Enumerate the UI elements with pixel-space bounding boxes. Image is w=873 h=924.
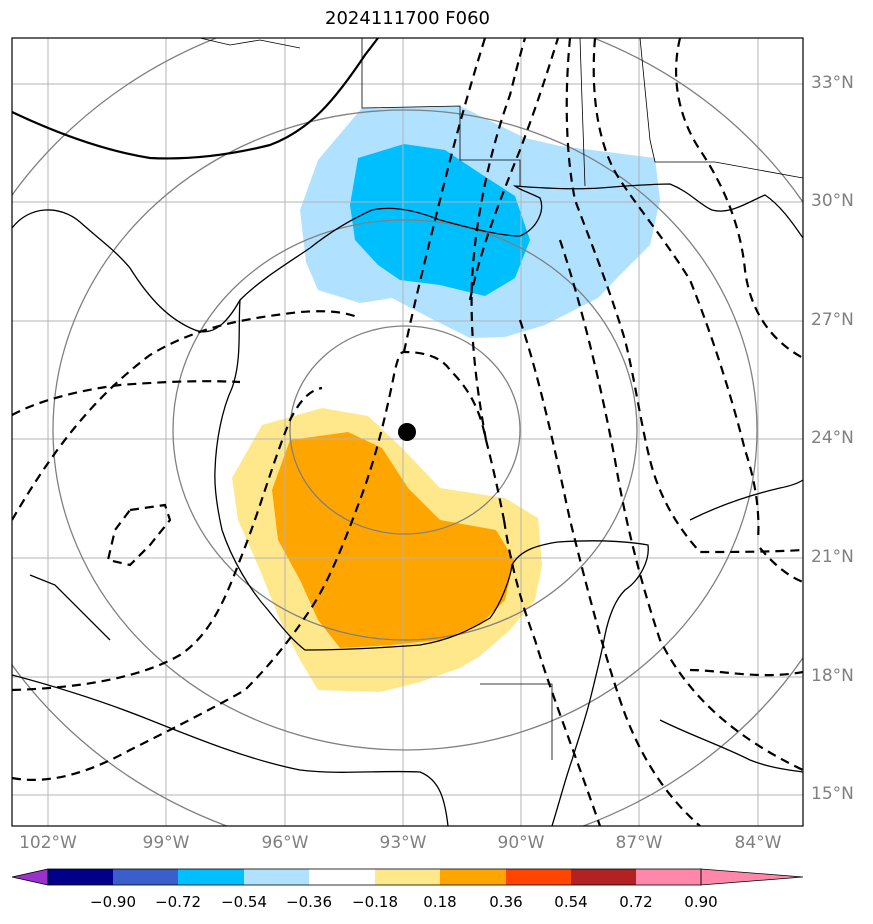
colorbar-frame (47, 868, 702, 886)
colorbar-segment (440, 869, 506, 885)
colorbar-tick-label: 0.18 (423, 893, 457, 911)
colorbar (11, 868, 804, 886)
orange-region (272, 432, 514, 648)
colorbar-tick-label: −0.72 (155, 893, 201, 911)
colorbar-tick-label: 0.36 (489, 893, 523, 911)
colorbar-tick-label: −0.54 (221, 893, 267, 911)
colorbar-tick-label: 0.54 (554, 893, 588, 911)
lat-label-30n: 30°N (811, 191, 854, 211)
lon-label-84w: 84°W (734, 833, 782, 853)
map-frame (11, 37, 804, 827)
lat-label-18n: 18°N (811, 666, 854, 686)
colorbar-segment (375, 869, 440, 885)
colorbar-extend-high (700, 868, 804, 886)
colorbar-segment (244, 869, 309, 885)
colorbar-segment (113, 869, 178, 885)
colorbar-tick-label: −0.36 (286, 893, 332, 911)
colorbar-tick-label: −0.90 (90, 893, 136, 911)
lat-label-15n: 15°N (811, 784, 854, 804)
lon-label-99w: 99°W (142, 833, 190, 853)
map-panel (11, 37, 804, 827)
colorbar-tick-label: −0.18 (352, 893, 398, 911)
colorbar-segment (178, 869, 244, 885)
colorbar-segment (48, 869, 113, 885)
colorbar-segment (636, 869, 701, 885)
colorbar-extend-low (11, 868, 49, 886)
colorbar-tick-label: 0.90 (684, 893, 718, 911)
state-borders (199, 38, 803, 760)
map-title: 2024111700 F060 (325, 8, 490, 29)
lon-label-93w: 93°W (379, 833, 427, 853)
lat-label-33n: 33°N (811, 73, 854, 93)
lat-label-27n: 27°N (811, 310, 854, 330)
colorbar-segment (571, 869, 636, 885)
range-rings (12, 38, 803, 826)
colorbar-segment (309, 869, 375, 885)
lat-label-24n: 24°N (811, 428, 854, 448)
lon-label-96w: 96°W (261, 833, 309, 853)
lon-label-102w: 102°W (19, 833, 77, 853)
storm-center-marker (398, 423, 416, 441)
lon-label-90w: 90°W (497, 833, 545, 853)
colorbar-tick-label: 0.72 (619, 893, 653, 911)
colorbar-segment (506, 869, 571, 885)
solid-contour (12, 38, 379, 160)
dashed-contours (12, 38, 803, 826)
lon-label-87w: 87°W (615, 833, 663, 853)
coastlines (12, 183, 803, 826)
lat-label-21n: 21°N (811, 547, 854, 567)
